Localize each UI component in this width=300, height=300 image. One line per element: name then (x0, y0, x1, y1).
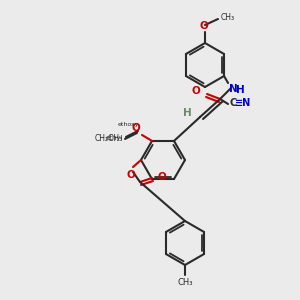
Text: O: O (191, 86, 200, 96)
Text: C: C (229, 98, 236, 108)
Text: CH₃: CH₃ (221, 14, 235, 22)
Text: CH₃: CH₃ (177, 278, 193, 287)
Text: ≡N: ≡N (235, 98, 251, 108)
Text: H: H (183, 108, 192, 118)
Text: O: O (127, 170, 135, 180)
Text: N: N (229, 84, 238, 94)
Text: CH₂CH₃: CH₂CH₃ (95, 134, 123, 143)
Text: O: O (131, 123, 140, 133)
Text: O: O (157, 172, 166, 182)
Text: H: H (236, 85, 245, 95)
Text: ethoxy: ethoxy (118, 122, 139, 127)
Text: ethyl: ethyl (105, 135, 123, 141)
Text: O: O (200, 21, 208, 31)
